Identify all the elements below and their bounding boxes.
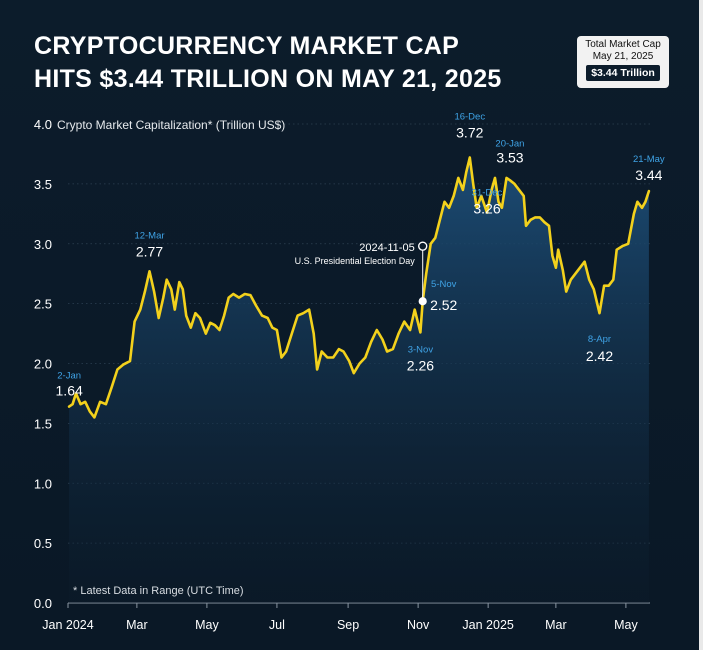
x-tick-label: Nov — [407, 618, 430, 632]
annotation-value-label: 3.53 — [496, 149, 523, 165]
event-marker-circle — [418, 241, 428, 251]
annotation-date-label: 12-Mar — [134, 230, 164, 241]
annotation-date-label: 2-Jan — [57, 371, 81, 382]
annotation-value-label: 3.72 — [456, 125, 483, 141]
y-tick-label: 1.0 — [34, 476, 52, 491]
title-line-2: Hits $3.44 Trillion on May 21, 2025 — [34, 65, 502, 93]
event-date-label: 2024-11-05 — [359, 242, 414, 254]
y-tick-label: 2.5 — [34, 297, 52, 312]
x-tick-label: Mar — [126, 618, 148, 632]
annotation-value-label: 3.26 — [473, 201, 500, 217]
total-market-cap-badge: Total Market Cap May 21, 2025 $3.44 Tril… — [577, 36, 669, 88]
footnote: * Latest Data in Range (UTC Time) — [73, 585, 244, 597]
event-description-label: U.S. Presidential Election Day — [295, 256, 416, 266]
annotation-value-label: 1.64 — [56, 383, 83, 399]
annotation-date-label: 21-May — [633, 154, 665, 165]
chart-title: Cryptocurrency Market Cap Hits $3.44 Tri… — [34, 30, 502, 96]
badge-value: $3.44 Trillion — [586, 65, 660, 81]
x-tick-label: Sep — [337, 618, 359, 632]
badge-date: May 21, 2025 — [592, 51, 654, 62]
y-tick-label: 2.0 — [34, 357, 52, 372]
y-tick-label: 3.5 — [34, 177, 52, 192]
y-axis-label: Crypto Market Capitalization* (Trillion … — [57, 118, 285, 132]
annotation-date-label: 8-Apr — [588, 334, 611, 345]
annotation-value-label: 2.52 — [430, 297, 457, 313]
y-tick-label: 4.0 — [34, 117, 52, 132]
annotation-value-label: 2.77 — [136, 243, 163, 259]
annotation-date-label: 16-Dec — [454, 112, 485, 123]
annotation-date-label: 3-Nov — [408, 344, 434, 355]
market-cap-line — [67, 156, 651, 419]
x-tick-label: Jan 2024 — [42, 618, 93, 632]
x-tick-label: Mar — [545, 618, 567, 632]
annotation-value-label: 2.42 — [586, 348, 613, 364]
x-tick-label: Jan 2025 — [462, 618, 513, 632]
market-cap-area — [69, 157, 649, 603]
annotation-date-label: 31-Dec — [472, 188, 503, 199]
annotation-value-label: 2.26 — [407, 357, 434, 373]
y-tick-label: 0.5 — [34, 536, 52, 551]
y-tick-label: 1.5 — [34, 416, 52, 431]
title-line-1: Cryptocurrency Market Cap — [34, 32, 460, 60]
x-tick-label: May — [195, 618, 219, 632]
y-tick-label: 0.0 — [34, 596, 52, 611]
badge-label: Total Market Cap — [585, 39, 661, 50]
annotation-date-label: 20-Jan — [495, 138, 524, 149]
annotation-date-label: 5-Nov — [431, 279, 457, 290]
y-tick-label: 3.0 — [34, 237, 52, 252]
right-edge — [699, 0, 703, 650]
x-tick-label: Jul — [269, 618, 285, 632]
annotation-value-label: 3.44 — [635, 167, 662, 183]
x-tick-label: May — [614, 618, 638, 632]
event-point-marker — [418, 297, 427, 306]
